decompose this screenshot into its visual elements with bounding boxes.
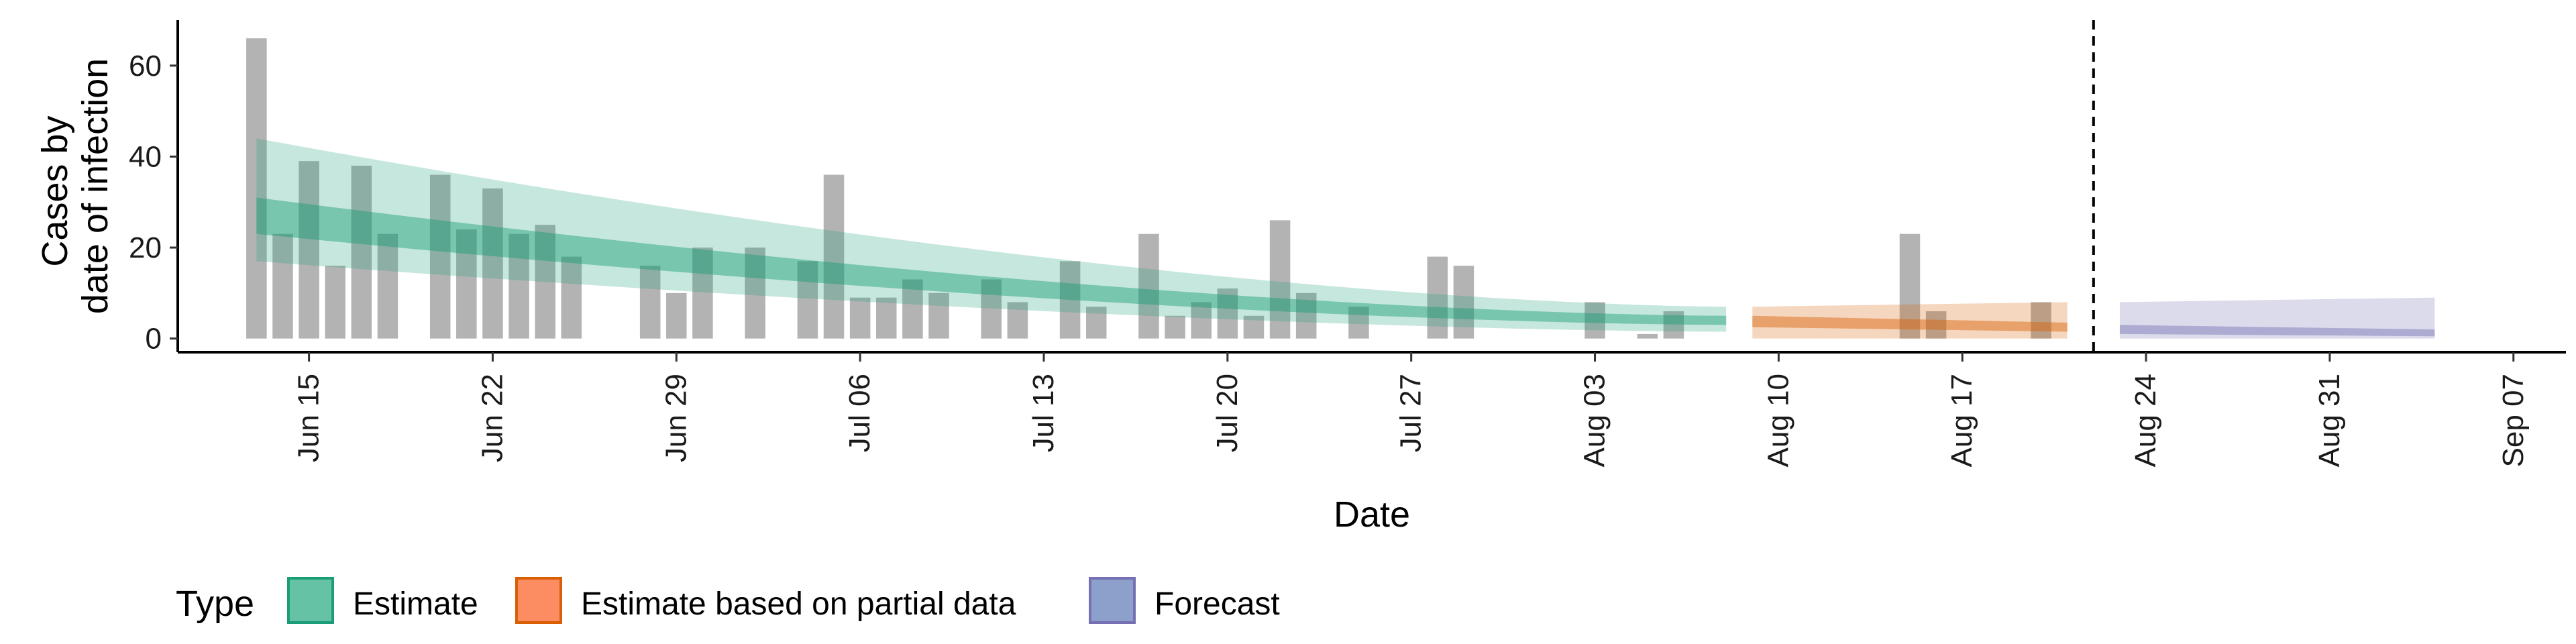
legend-title: Type xyxy=(176,584,254,624)
case-bar xyxy=(849,297,871,339)
case-bar xyxy=(1217,288,1238,339)
outer-band xyxy=(1752,302,2068,339)
case-bar xyxy=(1348,307,1369,339)
case-bar xyxy=(1007,302,1028,339)
x-tick-label: Aug 17 xyxy=(1945,374,1978,467)
estimate-bands xyxy=(256,138,2435,339)
inner-band xyxy=(256,197,1727,325)
case-bar xyxy=(2031,302,2051,339)
case-bar xyxy=(928,292,949,339)
case-bar xyxy=(1663,311,1684,339)
y-ticks: 0 20 40 60 xyxy=(129,50,178,356)
legend-label: Estimate based on partial data xyxy=(581,586,1016,622)
case-bar xyxy=(1585,302,1605,339)
case-bar xyxy=(1165,315,1185,339)
case-bar xyxy=(1899,233,1921,339)
legend-swatch xyxy=(515,577,562,624)
y-axis-title-line-1: Cases by xyxy=(35,115,75,266)
case-bar xyxy=(1427,256,1448,339)
case-bar xyxy=(325,266,345,339)
y-tick-label: 60 xyxy=(129,50,162,83)
case-bar xyxy=(692,248,713,339)
case-bar xyxy=(666,292,687,339)
x-tick-label: Jul 27 xyxy=(1395,374,1428,452)
legend: Type Estimate Estimate based on partial d… xyxy=(176,577,1280,624)
x-tick-label: Jul 20 xyxy=(1211,374,1244,452)
case-bar xyxy=(1925,311,1947,339)
case-bar xyxy=(876,297,897,339)
x-tick-label: Sep 07 xyxy=(2497,374,2530,467)
case-bar xyxy=(246,38,267,339)
x-tick-label: Jul 06 xyxy=(843,374,876,452)
inner-band xyxy=(1752,315,2068,332)
case-bar xyxy=(456,229,477,339)
legend-label: Estimate xyxy=(353,586,478,622)
x-ticks: Jun 15 Jun 22 Jun 29 Jul 06 Jul 13 Jul 20 Jul … xyxy=(292,352,2530,467)
case-bar xyxy=(482,188,503,339)
case-bar xyxy=(1085,307,1107,339)
outer-band xyxy=(256,138,1727,332)
case-bar xyxy=(1295,292,1317,339)
case-bar xyxy=(1453,266,1474,339)
x-tick-label: Aug 31 xyxy=(2313,374,2346,467)
case-bar xyxy=(508,233,529,339)
y-tick-label: 0 xyxy=(146,323,162,356)
case-bar xyxy=(1637,333,1658,339)
case-bar xyxy=(1138,233,1159,339)
x-tick-label: Jul 13 xyxy=(1027,374,1060,452)
x-axis-title: Date xyxy=(1334,494,1410,535)
case-bar xyxy=(351,165,372,339)
case-bar xyxy=(797,261,818,339)
legend-items: Estimate Estimate based on partial data Fo… xyxy=(287,577,1280,624)
case-bar xyxy=(1059,261,1081,339)
case-bar xyxy=(745,248,765,339)
y-axis-title-line-2: date of infection xyxy=(75,58,115,314)
y-tick-label: 40 xyxy=(129,140,162,173)
legend-swatch xyxy=(1089,577,1136,624)
outer-band xyxy=(2119,297,2435,339)
y-tick-label: 20 xyxy=(129,231,162,264)
case-bar xyxy=(1191,302,1212,339)
legend-label: Forecast xyxy=(1155,586,1280,622)
case-bar xyxy=(981,279,1002,339)
x-tick-label: Aug 10 xyxy=(1762,374,1794,467)
case-bar xyxy=(1243,315,1265,339)
case-bar xyxy=(429,174,451,339)
x-tick-label: Aug 03 xyxy=(1578,374,1611,467)
y-axis-title: Cases by date of infection xyxy=(35,58,115,314)
case-bar xyxy=(272,233,293,339)
x-tick-label: Aug 24 xyxy=(2129,374,2162,467)
legend-swatch xyxy=(287,577,334,624)
x-tick-label: Jun 15 xyxy=(292,374,325,462)
case-bar xyxy=(1269,220,1291,339)
case-bar xyxy=(561,256,582,339)
observed-cases-bars xyxy=(246,38,2051,339)
case-bar xyxy=(823,174,845,339)
case-bar xyxy=(377,233,398,339)
inner-band xyxy=(2119,325,2435,337)
case-bar xyxy=(299,161,319,339)
case-bar xyxy=(902,279,923,339)
case-bar xyxy=(535,225,555,339)
x-tick-label: Jun 29 xyxy=(659,374,692,462)
case-bar xyxy=(639,266,661,339)
x-tick-label: Jun 22 xyxy=(476,374,508,462)
